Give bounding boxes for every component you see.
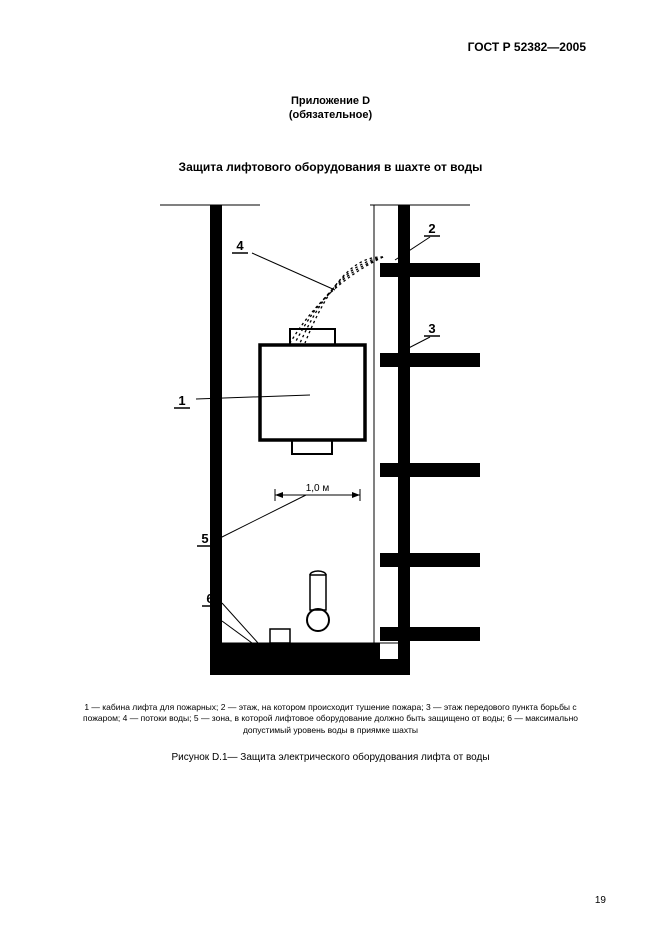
svg-text:4: 4: [236, 238, 244, 253]
svg-text:1: 1: [178, 393, 185, 408]
appendix-heading: Приложение D (обязательное): [0, 95, 661, 123]
svg-text:1,0 м: 1,0 м: [306, 483, 330, 494]
appendix-line1: Приложение D: [0, 95, 661, 109]
document-id: ГОСТ Р 52382—2005: [468, 40, 586, 54]
page: ГОСТ Р 52382—2005 Приложение D (обязател…: [0, 0, 661, 936]
diagram: 1,0 м 1 2 3 4 5 6: [140, 195, 480, 685]
figure-caption: Рисунок D.1— Защита электрического обору…: [0, 752, 661, 763]
svg-text:5: 5: [201, 531, 208, 546]
section-title: Защита лифтового оборудования в шахте от…: [0, 160, 661, 174]
svg-text:6: 6: [206, 591, 213, 606]
appendix-line2: (обязательное): [0, 109, 661, 123]
svg-text:2: 2: [428, 221, 435, 236]
legend-text: 1 — кабина лифта для пожарных; 2 — этаж,…: [80, 702, 581, 736]
svg-text:3: 3: [428, 321, 435, 336]
page-number: 19: [595, 895, 606, 906]
